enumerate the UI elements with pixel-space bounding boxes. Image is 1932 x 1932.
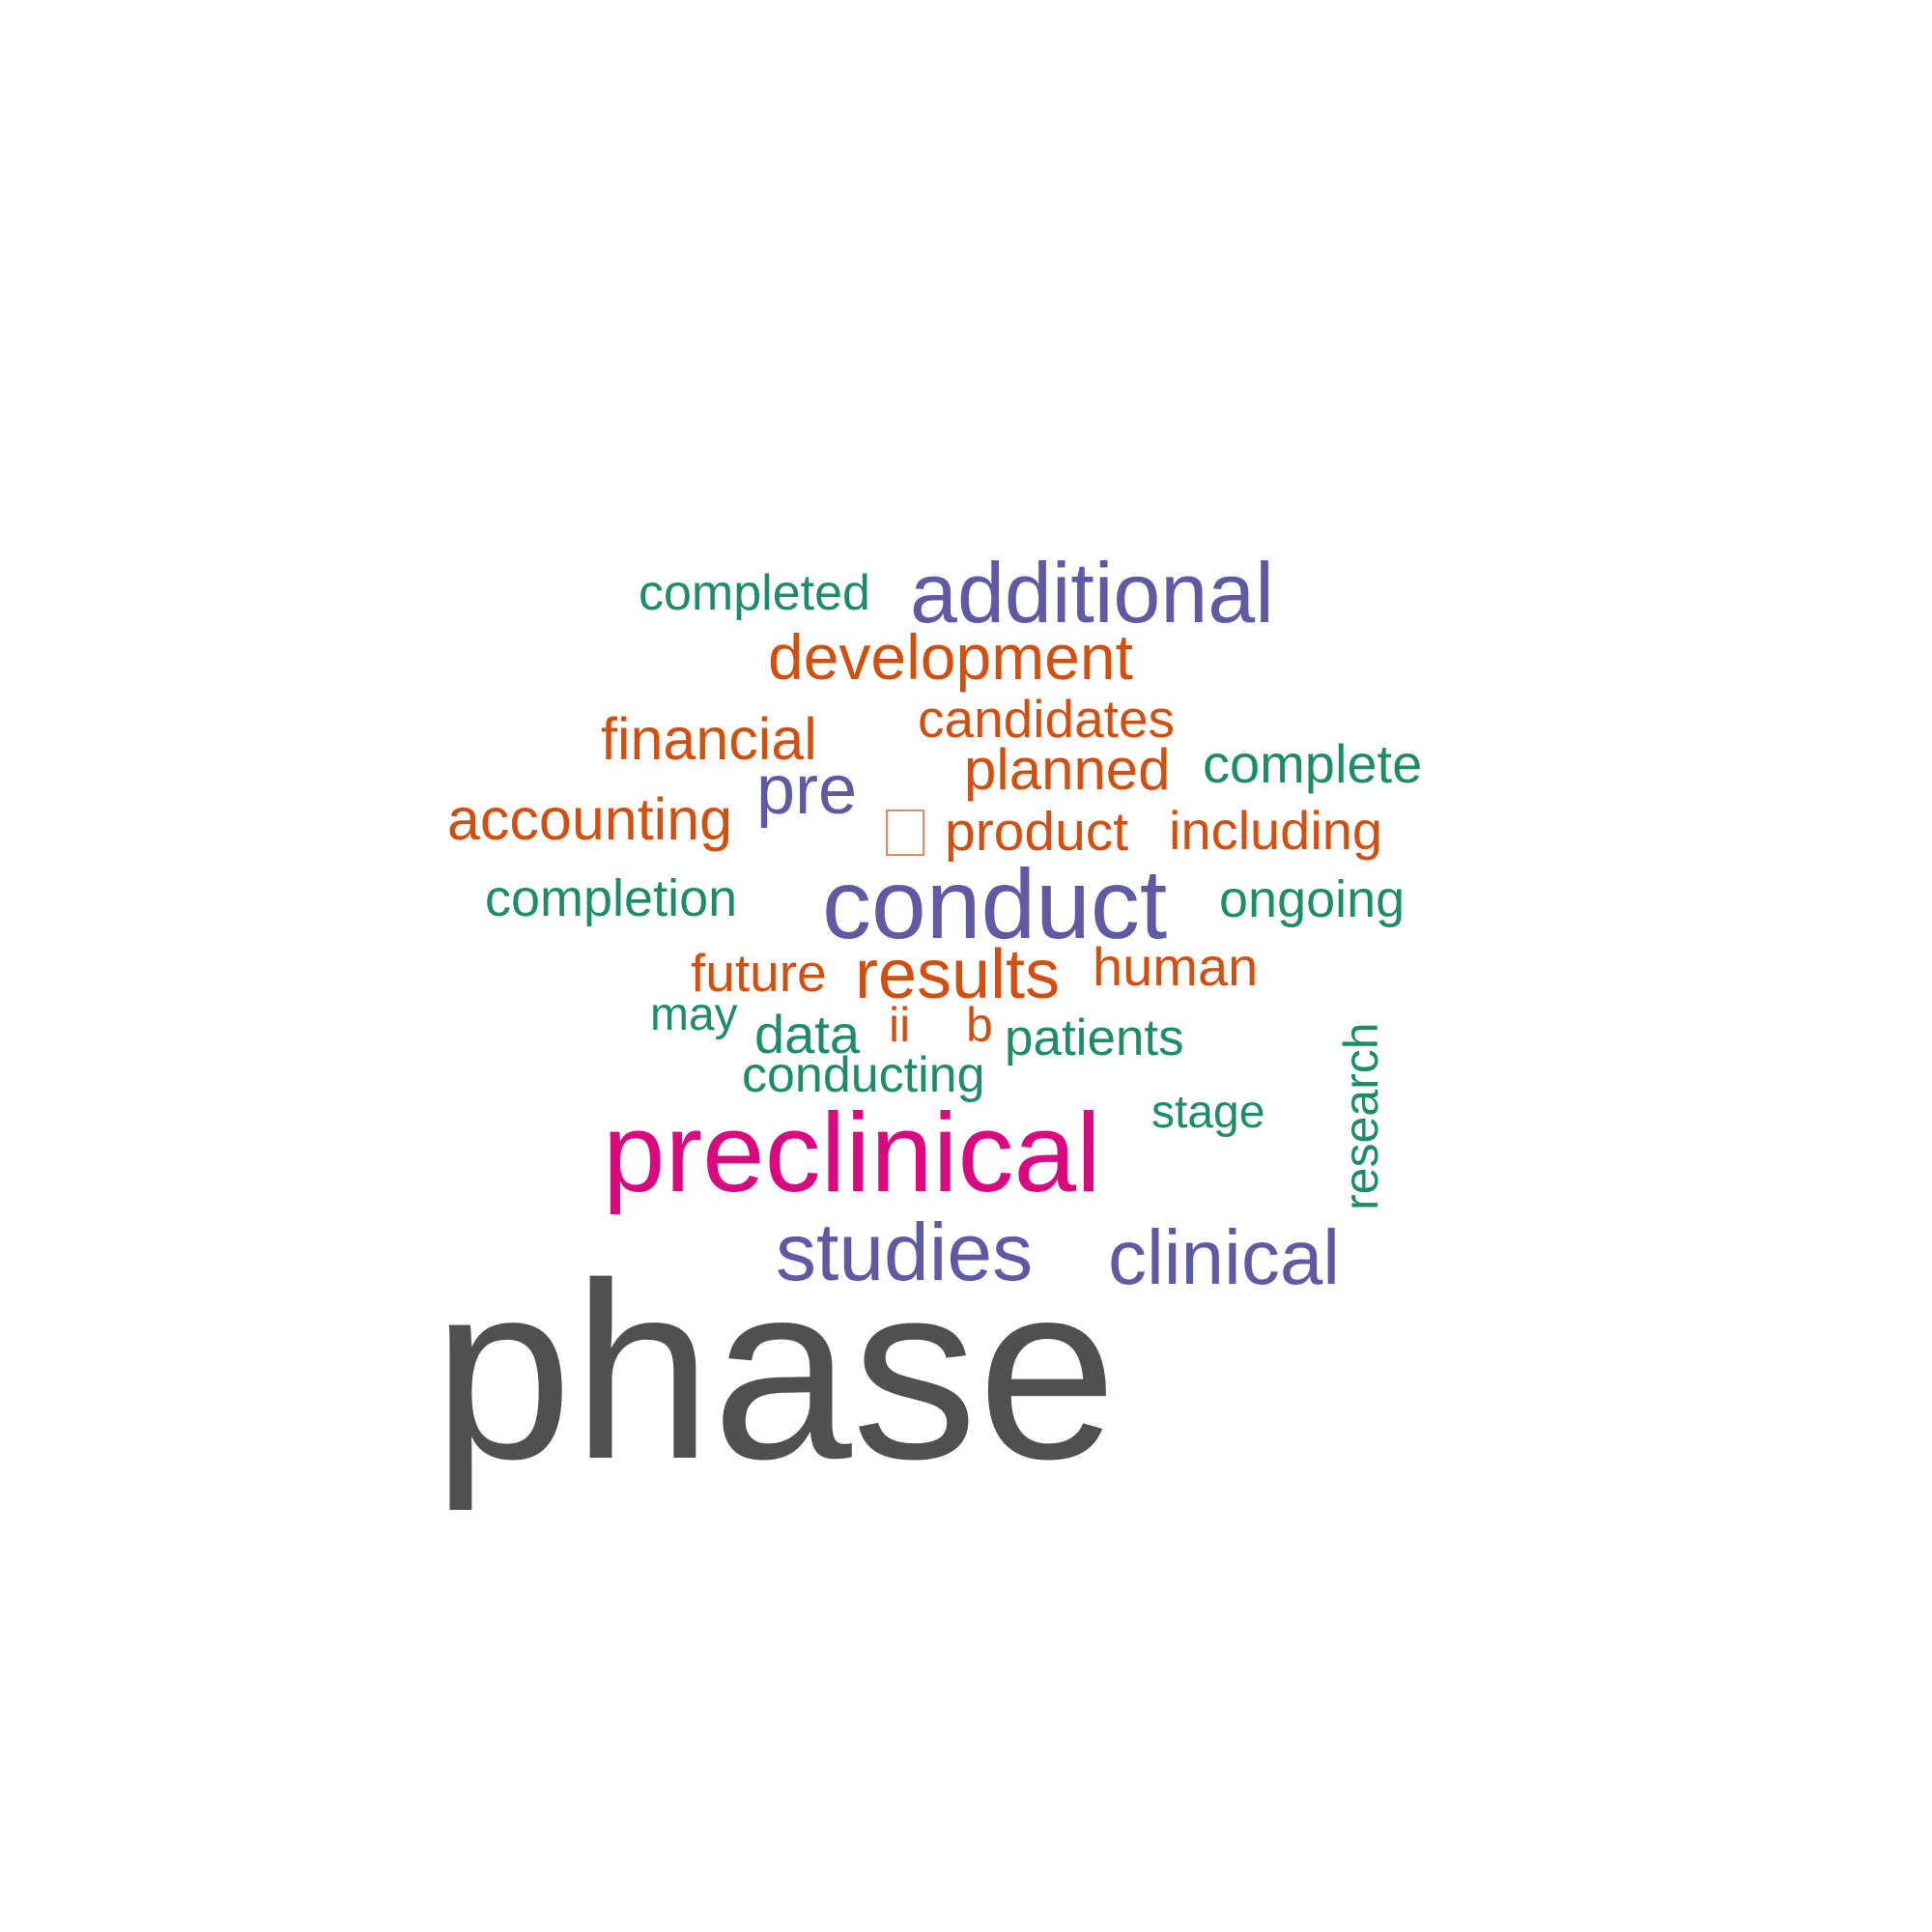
word-research: research (1334, 1022, 1388, 1210)
word-conducting: conducting (742, 1047, 985, 1103)
word-additional: additional (910, 545, 1274, 640)
word-patients: patients (1005, 1009, 1184, 1066)
word-preclinical: preclinical (603, 1090, 1101, 1215)
word-complete: complete (1203, 733, 1423, 794)
word-product: product (945, 801, 1129, 863)
word-may: may (650, 989, 738, 1040)
word-completion: completion (485, 869, 738, 927)
word-future: future (691, 943, 827, 1003)
word-planned: planned (964, 737, 1171, 802)
word-completed: completed (639, 565, 870, 621)
word-accounting: accounting (447, 786, 733, 852)
word-human: human (1093, 936, 1259, 997)
word-conduct: conduct (822, 849, 1168, 959)
word-results: results (855, 936, 1061, 1013)
word-phase: phase (433, 1232, 1118, 1512)
missing-glyph-box (886, 810, 924, 856)
word-ongoing: ongoing (1219, 870, 1406, 928)
word-financial: financial (601, 706, 817, 772)
word-data: data (754, 1004, 860, 1065)
word-development: development (768, 621, 1133, 693)
word-stage: stage (1151, 1087, 1265, 1138)
word-clinical: clinical (1108, 1214, 1341, 1300)
word-pre: pre (756, 752, 858, 829)
word-b: b (966, 998, 993, 1052)
word-studies: studies (776, 1207, 1034, 1297)
word-ii: ii (889, 998, 911, 1052)
word-including: including (1169, 800, 1383, 861)
word-candidates: candidates (918, 689, 1176, 749)
